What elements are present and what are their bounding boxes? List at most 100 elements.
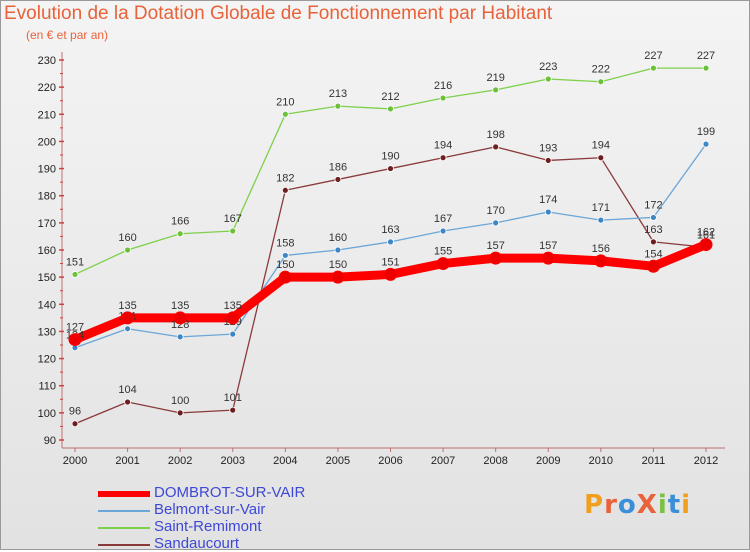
legend-item: Sandaucourt	[98, 535, 418, 552]
data-label: 194	[434, 140, 452, 152]
data-label: 135	[118, 300, 136, 312]
data-label: 96	[69, 406, 81, 418]
data-label: 212	[381, 91, 399, 103]
legend: DOMBROT-SUR-VAIR Belmont-sur-Vair Saint-…	[98, 484, 418, 552]
data-point	[439, 154, 447, 162]
data-point	[436, 257, 450, 271]
data-label: 222	[592, 64, 610, 76]
data-label: 162	[697, 227, 715, 239]
data-label: 157	[539, 240, 557, 252]
data-point	[278, 270, 292, 284]
data-point	[281, 252, 289, 259]
y-tick-label: 140	[38, 299, 56, 311]
data-point	[281, 186, 289, 194]
x-tick-label: 2004	[273, 455, 297, 467]
data-label: 227	[644, 50, 662, 62]
data-point	[281, 110, 289, 118]
data-point	[492, 86, 500, 94]
logo-letter: X	[636, 490, 658, 520]
data-point	[124, 325, 131, 333]
data-label: 172	[644, 199, 662, 211]
data-label: 193	[539, 142, 557, 154]
legend-swatch	[98, 544, 150, 546]
x-tick-label: 2010	[589, 455, 613, 467]
data-point	[387, 238, 394, 246]
y-tick-label: 210	[38, 109, 56, 121]
data-point	[124, 246, 131, 254]
legend-label: DOMBROT-SUR-VAIR	[154, 484, 306, 501]
data-label: 160	[329, 232, 347, 244]
data-point	[71, 271, 79, 278]
legend-swatch	[98, 527, 150, 529]
data-point	[646, 259, 660, 273]
data-point	[597, 216, 605, 224]
data-point	[68, 333, 82, 347]
y-tick-label: 170	[38, 218, 56, 230]
logo-letter: t	[667, 490, 682, 520]
legend-swatch	[98, 491, 150, 497]
y-tick-label: 190	[38, 164, 56, 176]
data-point	[544, 75, 552, 83]
data-point	[650, 64, 657, 72]
data-point	[439, 227, 447, 235]
x-tick-label: 2006	[378, 455, 402, 467]
data-point	[334, 246, 342, 254]
logo-letter: o	[617, 490, 637, 520]
y-tick-label: 220	[38, 82, 56, 94]
y-tick-label: 200	[38, 136, 56, 148]
data-label: 135	[171, 300, 189, 312]
legend-item: Saint-Remimont	[98, 518, 418, 535]
data-label: 227	[697, 50, 715, 62]
y-tick-label: 120	[38, 354, 56, 366]
data-point	[699, 238, 713, 252]
data-label: 198	[486, 129, 504, 141]
data-label: 199	[697, 126, 715, 138]
data-label: 194	[592, 140, 610, 152]
data-point	[492, 143, 500, 151]
data-point	[226, 311, 240, 325]
data-point	[331, 270, 345, 284]
data-point	[541, 251, 555, 265]
y-tick-label: 110	[38, 381, 56, 393]
data-point	[384, 267, 397, 281]
data-point	[334, 176, 342, 183]
data-point	[229, 406, 237, 414]
data-label: 223	[539, 61, 557, 73]
y-tick-label: 150	[38, 272, 56, 284]
data-point	[544, 157, 552, 164]
data-label: 135	[224, 300, 242, 312]
logo-letter: P	[584, 490, 605, 520]
chart-title: Evolution de la Dotation Globale de Fonc…	[4, 3, 553, 24]
data-point	[489, 251, 503, 265]
y-tick-label: 130	[38, 326, 56, 338]
x-tick-label: 2005	[326, 455, 350, 467]
data-point	[702, 64, 710, 72]
legend-label: Belmont-sur-Vair	[154, 501, 266, 518]
series-line	[74, 146, 707, 425]
data-point	[176, 409, 184, 417]
data-point	[334, 102, 342, 110]
data-label: 170	[486, 205, 504, 217]
data-point	[594, 254, 608, 268]
data-label: 216	[434, 80, 452, 92]
data-point	[176, 333, 184, 341]
legend-label: Sandaucourt	[154, 535, 240, 552]
data-label: 151	[381, 256, 399, 268]
data-label: 157	[486, 240, 504, 252]
legend-item: DOMBROT-SUR-VAIR	[98, 484, 418, 501]
x-tick-label: 2003	[221, 455, 245, 467]
data-point	[71, 420, 79, 428]
data-label: 171	[592, 202, 610, 214]
x-tick-label: 2011	[642, 455, 666, 467]
data-label: 154	[644, 248, 662, 260]
x-tick-label: 2008	[483, 455, 507, 467]
data-point	[229, 227, 237, 235]
data-label: 150	[329, 259, 347, 271]
x-tick-label: 2001	[115, 455, 139, 467]
data-label: 156	[592, 243, 610, 255]
proxiti-logo: ProXiti	[584, 490, 691, 520]
data-point	[702, 140, 710, 148]
data-label: 101	[224, 392, 242, 404]
legend-label: Saint-Remimont	[154, 518, 262, 535]
